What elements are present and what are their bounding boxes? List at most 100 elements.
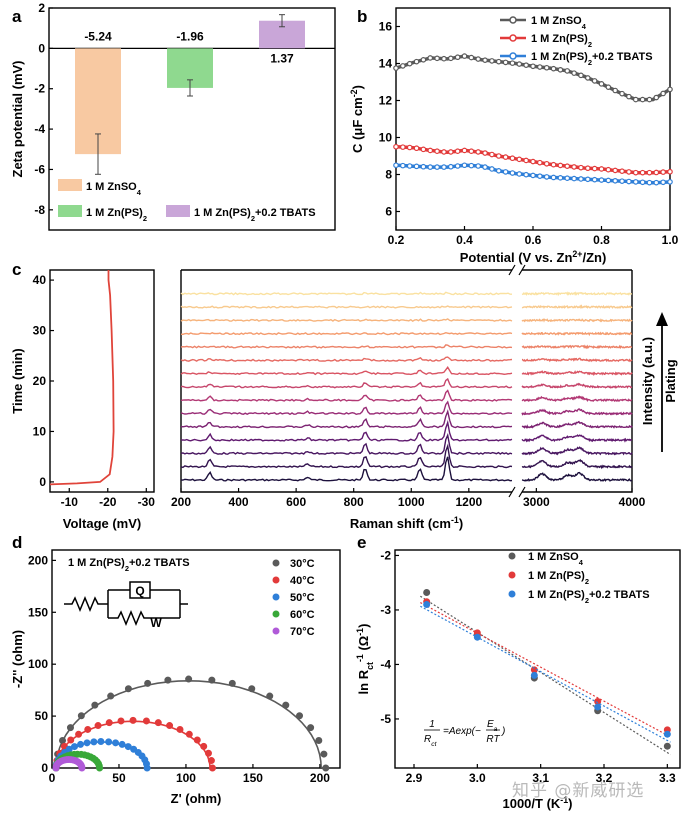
x-tick-label: 400 xyxy=(229,495,249,509)
y-tick-label: 100 xyxy=(28,657,48,671)
data-point xyxy=(530,671,538,679)
series-marker xyxy=(475,149,482,155)
series-marker xyxy=(516,171,523,177)
series-marker xyxy=(489,166,495,172)
label-part: +0.2 TBATS xyxy=(589,589,650,601)
label-part: 1 M Zn(PS) xyxy=(68,557,125,569)
label-part: 1 M ZnSO xyxy=(86,181,137,193)
y-tick-label: 14 xyxy=(379,57,393,71)
series-marker xyxy=(447,149,454,155)
fit-line xyxy=(420,602,671,738)
data-point xyxy=(307,724,315,732)
series-marker xyxy=(564,175,571,182)
label-part: +0.2 TBATS xyxy=(129,557,190,569)
label-part: /Zn) xyxy=(582,250,606,265)
series-marker xyxy=(660,169,666,175)
series-marker xyxy=(578,164,584,171)
series-marker xyxy=(646,169,653,176)
y-tick-label: 8 xyxy=(385,168,392,182)
y-tick-label: 20 xyxy=(33,374,47,388)
series-marker xyxy=(420,56,427,63)
x-tick-label: 200 xyxy=(310,771,330,785)
y-tick-label: 0 xyxy=(38,41,45,55)
series-marker xyxy=(523,157,529,164)
legend-label: 1 M Zn(PS)2+0.2 TBATS xyxy=(528,589,650,605)
y-tick-label: 40 xyxy=(33,273,47,287)
series-marker xyxy=(667,179,673,185)
series-marker xyxy=(406,60,413,67)
series-marker xyxy=(557,175,564,181)
raman-spectrum xyxy=(180,409,513,429)
series-marker xyxy=(420,146,427,153)
label-part: ln R xyxy=(356,669,371,694)
y-tick-label: 0 xyxy=(39,475,46,489)
y-tick-label: -2 xyxy=(34,82,45,96)
label-part: -2 xyxy=(349,89,359,97)
plot-frame xyxy=(51,549,341,769)
label-part: -1 xyxy=(560,795,568,805)
x-tick-label: 3000 xyxy=(523,495,550,509)
label-part: 2 xyxy=(125,564,129,573)
label-part: ) xyxy=(356,624,371,628)
bar-value-label: -1.96 xyxy=(176,29,204,43)
data-point xyxy=(78,764,86,772)
x-axis-label: Potential (V vs. Zn2+/Zn) xyxy=(460,249,607,265)
series-marker xyxy=(495,153,502,159)
data-point xyxy=(107,692,115,700)
cpe-label: Q xyxy=(135,584,144,598)
data-point xyxy=(66,724,74,732)
x-tick-label: 100 xyxy=(176,771,196,785)
data-point xyxy=(663,742,671,750)
label-part: 1 M Zn(PS) xyxy=(531,33,588,45)
raman-spectrum xyxy=(180,400,513,416)
series-marker xyxy=(523,62,529,68)
series-marker xyxy=(461,162,468,169)
fit-line xyxy=(420,605,671,743)
legend-label: 1 M ZnSO4 xyxy=(531,15,587,31)
series-marker xyxy=(454,54,461,61)
x-tick-label: 2.9 xyxy=(406,771,423,785)
raman-spectrum xyxy=(180,432,513,456)
label-part: μ xyxy=(350,128,365,136)
legend-label: 1 M Zn(PS)2 xyxy=(86,207,147,223)
series-marker xyxy=(550,65,557,72)
series-marker xyxy=(427,55,434,61)
warburg-label: W xyxy=(150,616,162,630)
series-marker xyxy=(557,162,564,169)
label-part: Ω xyxy=(356,636,371,646)
x-axis-label: Voltage (mV) xyxy=(63,516,142,531)
data-point xyxy=(77,712,85,720)
raman-spectrum xyxy=(521,434,633,443)
data-point xyxy=(67,736,75,744)
legend-marker xyxy=(272,576,280,584)
series-marker xyxy=(626,93,632,100)
legend-marker xyxy=(509,34,517,42)
legend-label: 60°C xyxy=(290,609,315,621)
x-tick-label: 0.6 xyxy=(525,233,542,247)
series-marker xyxy=(646,96,653,103)
axis-right xyxy=(522,270,633,493)
series-marker xyxy=(612,177,619,184)
raman-spectrum xyxy=(521,318,633,323)
data-point xyxy=(594,698,602,706)
series-marker xyxy=(502,154,509,160)
series-marker xyxy=(626,169,632,175)
series-marker xyxy=(516,61,523,67)
series-marker xyxy=(400,162,406,169)
data-point xyxy=(91,701,99,709)
y-tick-label: -8 xyxy=(34,203,45,217)
data-point xyxy=(320,750,328,758)
label-part: Potential (V vs. Zn xyxy=(460,250,573,265)
data-point xyxy=(228,679,236,687)
label-part: -1 xyxy=(451,515,459,525)
series-marker xyxy=(427,147,434,154)
data-point xyxy=(663,730,671,738)
label-part: 1 M Zn(PS) xyxy=(528,589,585,601)
x-tick-label: 3.3 xyxy=(659,771,676,785)
x-tick-label: 0.8 xyxy=(593,233,610,247)
raman-spectrum xyxy=(180,305,513,309)
legend-label: 50°C xyxy=(290,592,315,604)
label-part: ct xyxy=(365,662,375,670)
raman-spectrum xyxy=(180,389,513,402)
panel-label-b: b xyxy=(357,7,367,26)
